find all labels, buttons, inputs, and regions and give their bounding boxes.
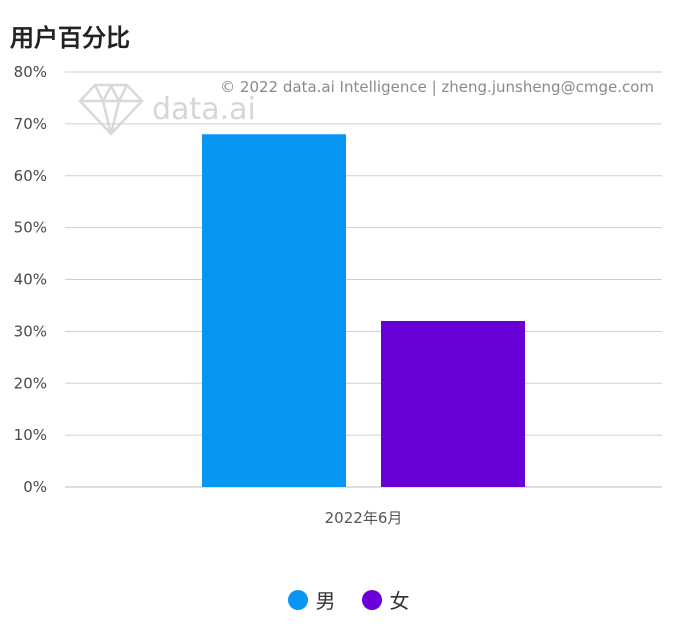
data-ai-logo: data.ai bbox=[78, 83, 256, 136]
x-tick-label: 2022年6月 bbox=[325, 509, 403, 527]
y-tick-label: 80% bbox=[14, 63, 47, 81]
legend-label: 女 bbox=[389, 589, 410, 613]
bar-female bbox=[381, 321, 525, 487]
diamond-icon bbox=[78, 83, 144, 136]
legend-label: 男 bbox=[315, 589, 336, 613]
y-tick-label: 30% bbox=[14, 322, 47, 340]
y-tick-label: 50% bbox=[14, 219, 47, 237]
x-axis-ticks: 2022年6月 bbox=[325, 509, 403, 527]
bars bbox=[202, 134, 525, 487]
y-tick-label: 60% bbox=[14, 167, 47, 185]
y-tick-label: 10% bbox=[14, 426, 47, 444]
legend: 男女 bbox=[0, 585, 697, 614]
brand-wordmark: data.ai bbox=[152, 92, 256, 127]
bar-chart: data.ai 0% 10% 20% 30% 40% 50% 60% 70% 80% 2022年… bbox=[14, 63, 662, 527]
y-tick-label: 0% bbox=[23, 478, 47, 496]
chart-title: 用户百分比 bbox=[10, 24, 130, 52]
y-axis-ticks: 0% 10% 20% 30% 40% 50% 60% 70% 80% bbox=[14, 63, 47, 496]
y-tick-label: 40% bbox=[14, 271, 47, 289]
legend-swatch bbox=[287, 589, 308, 610]
y-tick-label: 20% bbox=[14, 374, 47, 392]
grid-lines bbox=[65, 71, 662, 488]
legend-item-male: 男 bbox=[287, 585, 336, 614]
legend-swatch bbox=[361, 589, 382, 610]
legend-item-female: 女 bbox=[361, 585, 410, 614]
bar-male bbox=[202, 134, 346, 487]
copyright-watermark: © 2022 data.ai Intelligence | zheng.juns… bbox=[220, 78, 654, 96]
y-tick-label: 70% bbox=[14, 115, 47, 133]
